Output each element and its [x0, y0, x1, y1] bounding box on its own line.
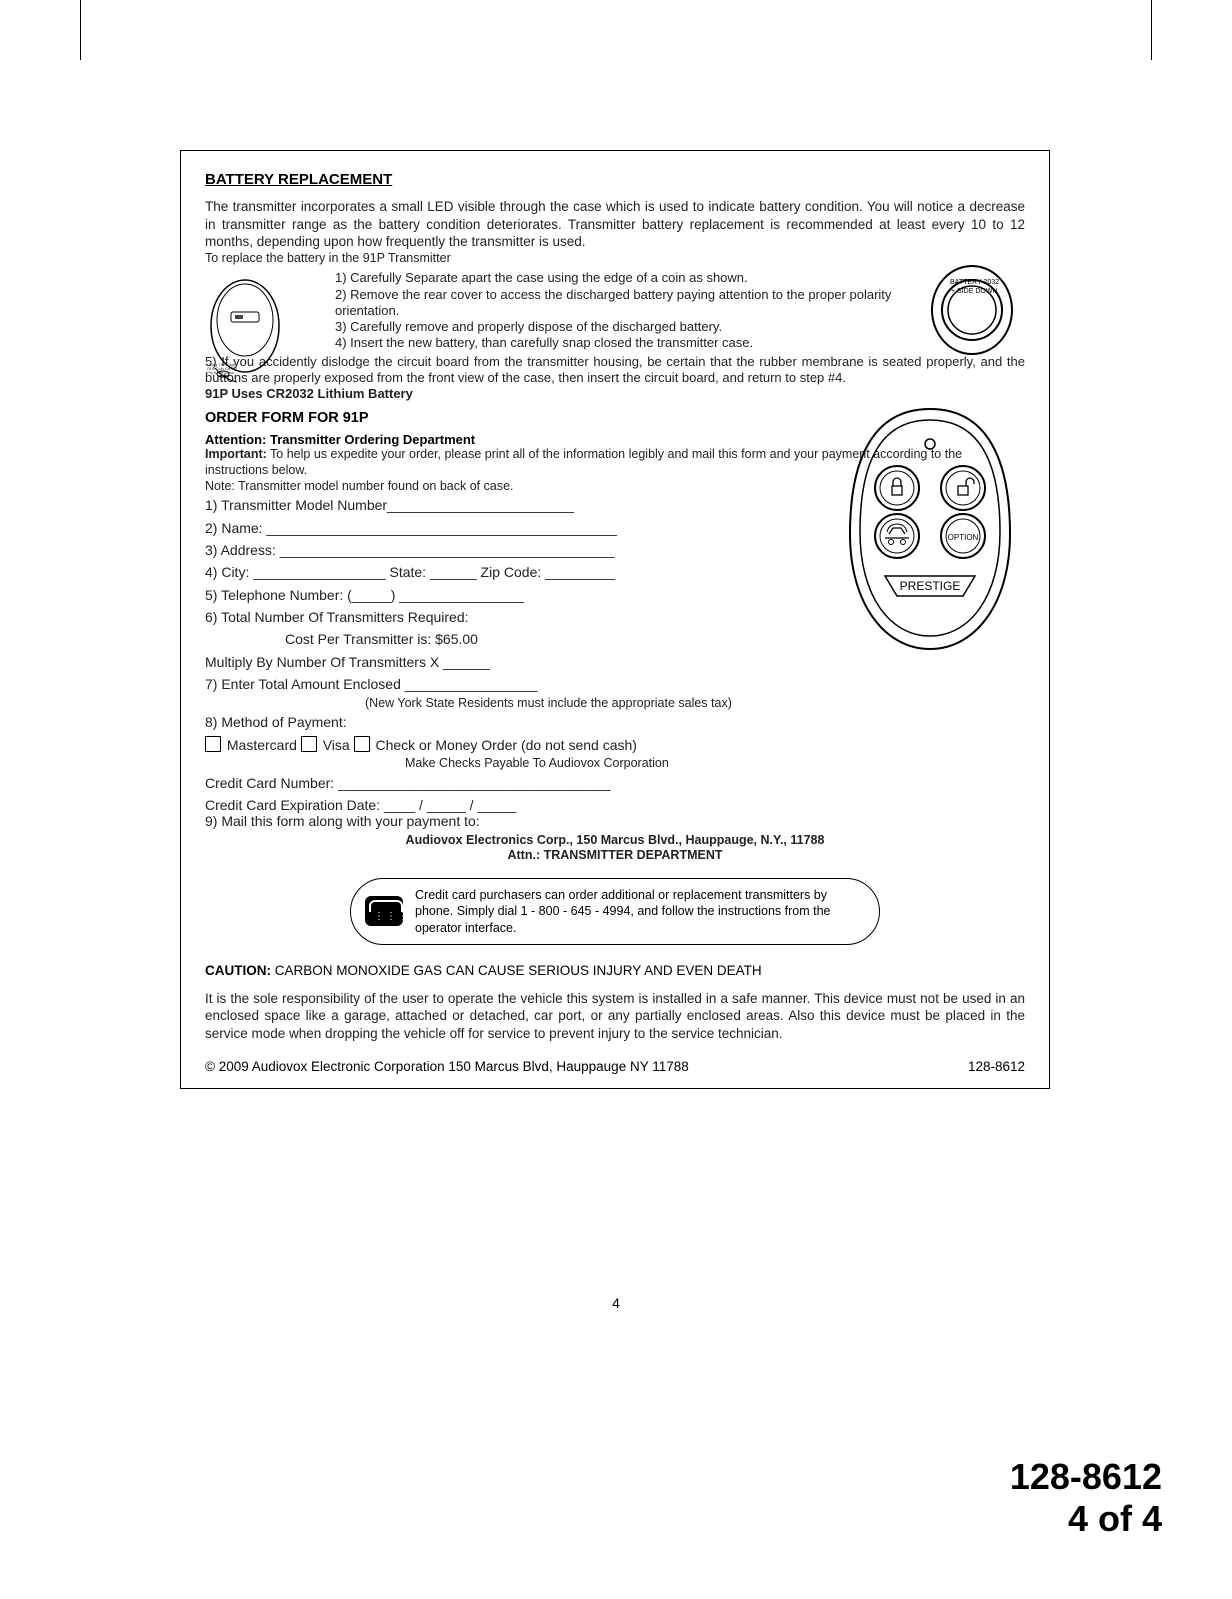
document-frame: BATTERY REPLACEMENT The transmitter inco… — [180, 150, 1050, 1089]
step-2: 2) Remove the rear cover to access the d… — [335, 287, 915, 320]
svg-text:Pry Apart Case: Pry Apart Case — [207, 370, 235, 375]
svg-text:OPTION: OPTION — [948, 533, 979, 542]
step-4: 4) Insert the new battery, than carefull… — [335, 335, 915, 351]
checkbox-check[interactable] — [354, 736, 370, 752]
phone-icon — [365, 896, 403, 926]
steps-block: Using The Edge Of A Coin Gently Pry Apar… — [205, 270, 1025, 402]
checkbox-mastercard[interactable] — [205, 736, 221, 752]
svg-text:BATTERY 2032: BATTERY 2032 — [950, 279, 999, 286]
copyright: © 2009 Audiovox Electronic Corporation 1… — [205, 1059, 689, 1074]
svg-text:PRESTIGE: PRESTIGE — [900, 579, 961, 593]
footer-line: © 2009 Audiovox Electronic Corporation 1… — [205, 1059, 1025, 1074]
mail-address-1: Audiovox Electronics Corp., 150 Marcus B… — [205, 833, 1025, 849]
corner-label: 128-8612 4 of 4 — [1010, 1456, 1162, 1539]
field-cc-number[interactable]: Credit Card Number: ____________________… — [205, 772, 1025, 794]
page-number: 4 — [612, 1295, 620, 1311]
caution-heading: CAUTION: CARBON MONOXIDE GAS CAN CAUSE S… — [205, 963, 1025, 978]
transmitter-front-illustration: OPTION PRESTIGE — [845, 404, 1015, 659]
phone-order-text: Credit card purchasers can order additio… — [415, 887, 865, 936]
doc-code: 128-8612 — [968, 1059, 1025, 1074]
corner-code: 128-8612 — [1010, 1456, 1162, 1497]
field-mail-to: 9) Mail this form along with your paymen… — [205, 810, 1025, 832]
mail-address-2: Attn.: TRANSMITTER DEPARTMENT — [205, 848, 1025, 864]
step-5: 5) If you accidently dislodge the circui… — [205, 354, 1025, 387]
caution-body: It is the sole responsibility of the use… — [205, 990, 1025, 1043]
corner-page: 4 of 4 — [1010, 1498, 1162, 1539]
phone-order-box: Credit card purchasers can order additio… — [350, 878, 880, 945]
ny-tax-note: (New York State Residents must include t… — [205, 696, 1025, 712]
step-3: 3) Carefully remove and properly dispose… — [335, 319, 915, 335]
intro-paragraph: The transmitter incorporates a small LED… — [205, 198, 1025, 251]
field-payment-method: 8) Method of Payment: — [205, 711, 1025, 733]
transmitter-back-illustration: Using The Edge Of A Coin Gently Pry Apar… — [205, 276, 285, 391]
battery-illustration: BATTERY 2032 + SIDE DOWN — [927, 260, 1017, 365]
battery-note: 91P Uses CR2032 Lithium Battery — [205, 386, 1025, 402]
checkbox-visa[interactable] — [301, 736, 317, 752]
step-1: 1) Carefully Separate apart the case usi… — [335, 270, 915, 286]
section-title: BATTERY REPLACEMENT — [205, 171, 1025, 188]
field-total-amount[interactable]: 7) Enter Total Amount Enclosed _________… — [205, 673, 1025, 695]
replace-intro: To replace the battery in the 91P Transm… — [205, 251, 1025, 267]
svg-text:+ SIDE DOWN: + SIDE DOWN — [951, 288, 997, 295]
order-form: OPTION PRESTIGE Attention: Transmitter O… — [205, 432, 1025, 945]
payment-options[interactable]: Mastercard Visa Check or Money Order (do… — [205, 734, 1025, 756]
make-checks-note: Make Checks Payable To Audiovox Corporat… — [205, 756, 1025, 772]
